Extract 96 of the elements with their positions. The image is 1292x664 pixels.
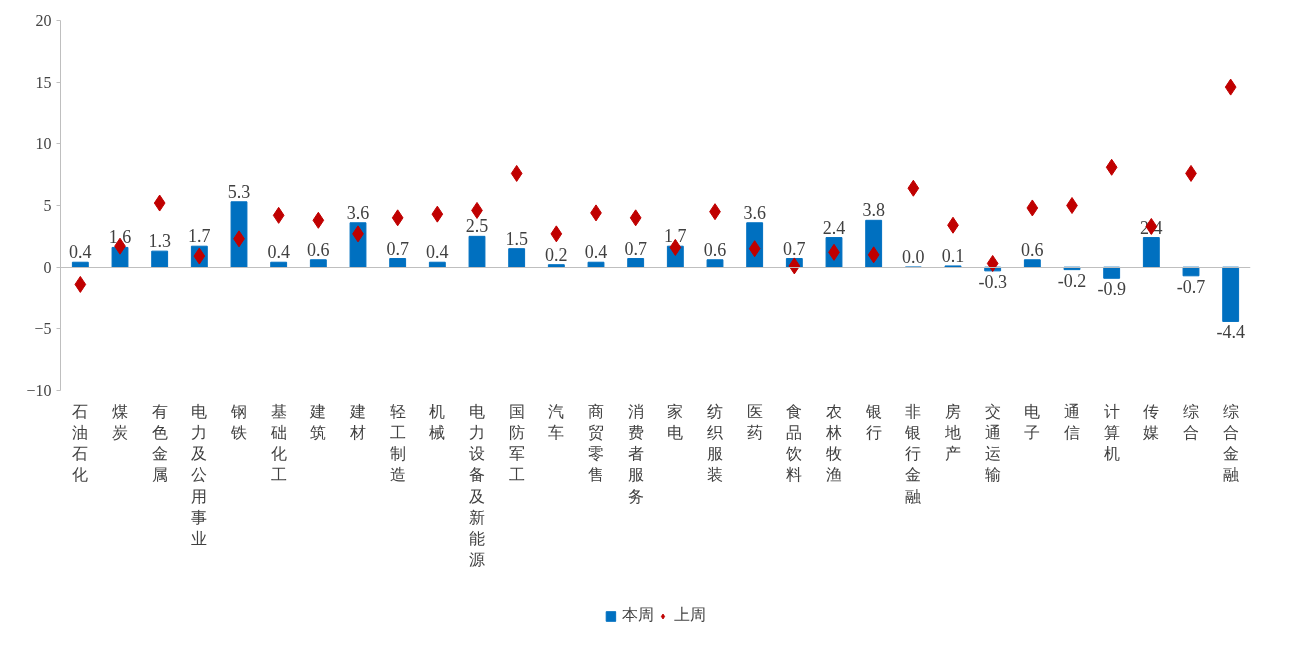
data-label: -0.2 <box>1057 270 1087 291</box>
point <box>510 164 523 182</box>
data-label: 0.6 <box>703 239 727 260</box>
x-tick-label: 商贸零售 <box>588 402 604 484</box>
x-tick-label: 医药 <box>746 402 763 441</box>
bar <box>1103 266 1121 279</box>
x-tick-label: 交通运输 <box>984 402 1001 484</box>
data-label: 0.7 <box>624 238 647 259</box>
point <box>748 240 761 258</box>
data-label: 3.8 <box>862 200 885 221</box>
data-label: 0.7 <box>783 238 806 259</box>
x-tick-label: 煤炭 <box>112 402 128 441</box>
x-tick-label: 国防军工 <box>508 402 525 484</box>
data-label: 3.6 <box>743 202 766 223</box>
y-tick-label: −5 <box>34 320 52 338</box>
legend-label: 上周 <box>673 605 706 625</box>
y-tick-label: 15 <box>35 73 52 91</box>
x-tick-label: 轻工制造 <box>389 402 406 484</box>
data-label: -0.9 <box>1097 279 1126 300</box>
data-label: 0.2 <box>545 244 568 265</box>
point <box>907 179 920 197</box>
data-label: 0.4 <box>267 242 290 263</box>
x-tick-label: 纺织服装 <box>707 402 723 484</box>
x-tick-label: 非银行金融 <box>904 402 922 505</box>
x-tick-label: 房地产 <box>944 402 961 462</box>
point <box>788 257 801 275</box>
data-label: 1.7 <box>188 226 211 247</box>
x-tick-label: 银行 <box>864 402 882 441</box>
y-tick-label: 10 <box>35 135 52 153</box>
x-tick-label: 综合金融 <box>1222 402 1239 484</box>
data-label: 5.3 <box>227 181 251 202</box>
data-label: 1.7 <box>664 226 687 247</box>
data-label: 0.4 <box>426 242 449 263</box>
x-tick-label: 电子 <box>1024 402 1041 441</box>
data-label: 0.4 <box>69 242 92 263</box>
data-label: 0.6 <box>1021 239 1044 260</box>
data-label: 3.6 <box>346 202 370 223</box>
data-label: 1.5 <box>505 228 528 249</box>
x-tick-label: 有色金属 <box>151 402 168 484</box>
point <box>629 209 642 227</box>
x-tick-label: 建筑 <box>309 402 327 441</box>
point <box>74 275 87 293</box>
bar <box>389 258 407 268</box>
x-tick-label: 基础化工 <box>269 402 287 484</box>
point <box>867 246 880 264</box>
bar <box>627 258 645 268</box>
bar <box>1222 266 1240 322</box>
point <box>272 206 285 224</box>
data-label: -0.7 <box>1176 276 1206 297</box>
x-tick-label: 机械 <box>429 402 446 441</box>
data-label: 0.7 <box>386 238 409 259</box>
y-tick-label: 5 <box>43 197 52 214</box>
bar <box>468 235 486 268</box>
point <box>1105 158 1118 176</box>
x-tick-label: 农林牧渔 <box>825 402 842 484</box>
point <box>986 254 999 272</box>
data-label: -4.4 <box>1216 322 1245 343</box>
bar <box>508 248 526 268</box>
x-tick-label: 家电 <box>667 402 684 441</box>
x-tick-label: 汽车 <box>548 402 565 441</box>
data-label: 0.4 <box>584 242 608 263</box>
bar <box>706 259 724 268</box>
x-tick-label: 计算机 <box>1103 402 1120 462</box>
x-tick-label: 电力设备及新能源 <box>469 402 485 569</box>
point <box>312 211 325 229</box>
x-tick-label: 食品饮料 <box>785 402 803 484</box>
bar <box>151 250 169 268</box>
data-label: 2.4 <box>822 217 846 238</box>
point <box>1224 78 1237 96</box>
bar <box>1142 237 1160 268</box>
x-tick-label: 建材 <box>349 402 366 441</box>
data-label: 0.6 <box>307 239 330 260</box>
bar <box>1023 259 1041 268</box>
data-label: 2.5 <box>465 216 489 237</box>
y-tick-label: 20 <box>35 12 52 29</box>
point <box>431 205 444 223</box>
data-label: -0.3 <box>978 271 1007 292</box>
y-tick-label: 0 <box>43 258 52 276</box>
point <box>391 209 404 227</box>
x-tick-label: 通信 <box>1064 402 1080 441</box>
data-label: 0.1 <box>941 245 965 266</box>
point <box>1026 199 1039 217</box>
point <box>550 225 563 243</box>
bar <box>587 261 605 268</box>
point <box>1066 197 1078 214</box>
y-tick-label: −10 <box>26 382 52 399</box>
x-tick-label: 电力及公用事业 <box>191 402 208 547</box>
x-tick-label: 钢铁 <box>230 402 247 441</box>
point <box>153 194 166 212</box>
x-tick-label: 传媒 <box>1143 402 1160 441</box>
legend-label: 本周 <box>621 605 654 625</box>
x-tick-label: 综合 <box>1183 402 1199 441</box>
data-label: 1.3 <box>148 231 171 252</box>
bar <box>309 259 327 268</box>
x-tick-label: 消费者服务 <box>627 402 644 505</box>
x-tick-label: 石油石化 <box>72 402 89 484</box>
